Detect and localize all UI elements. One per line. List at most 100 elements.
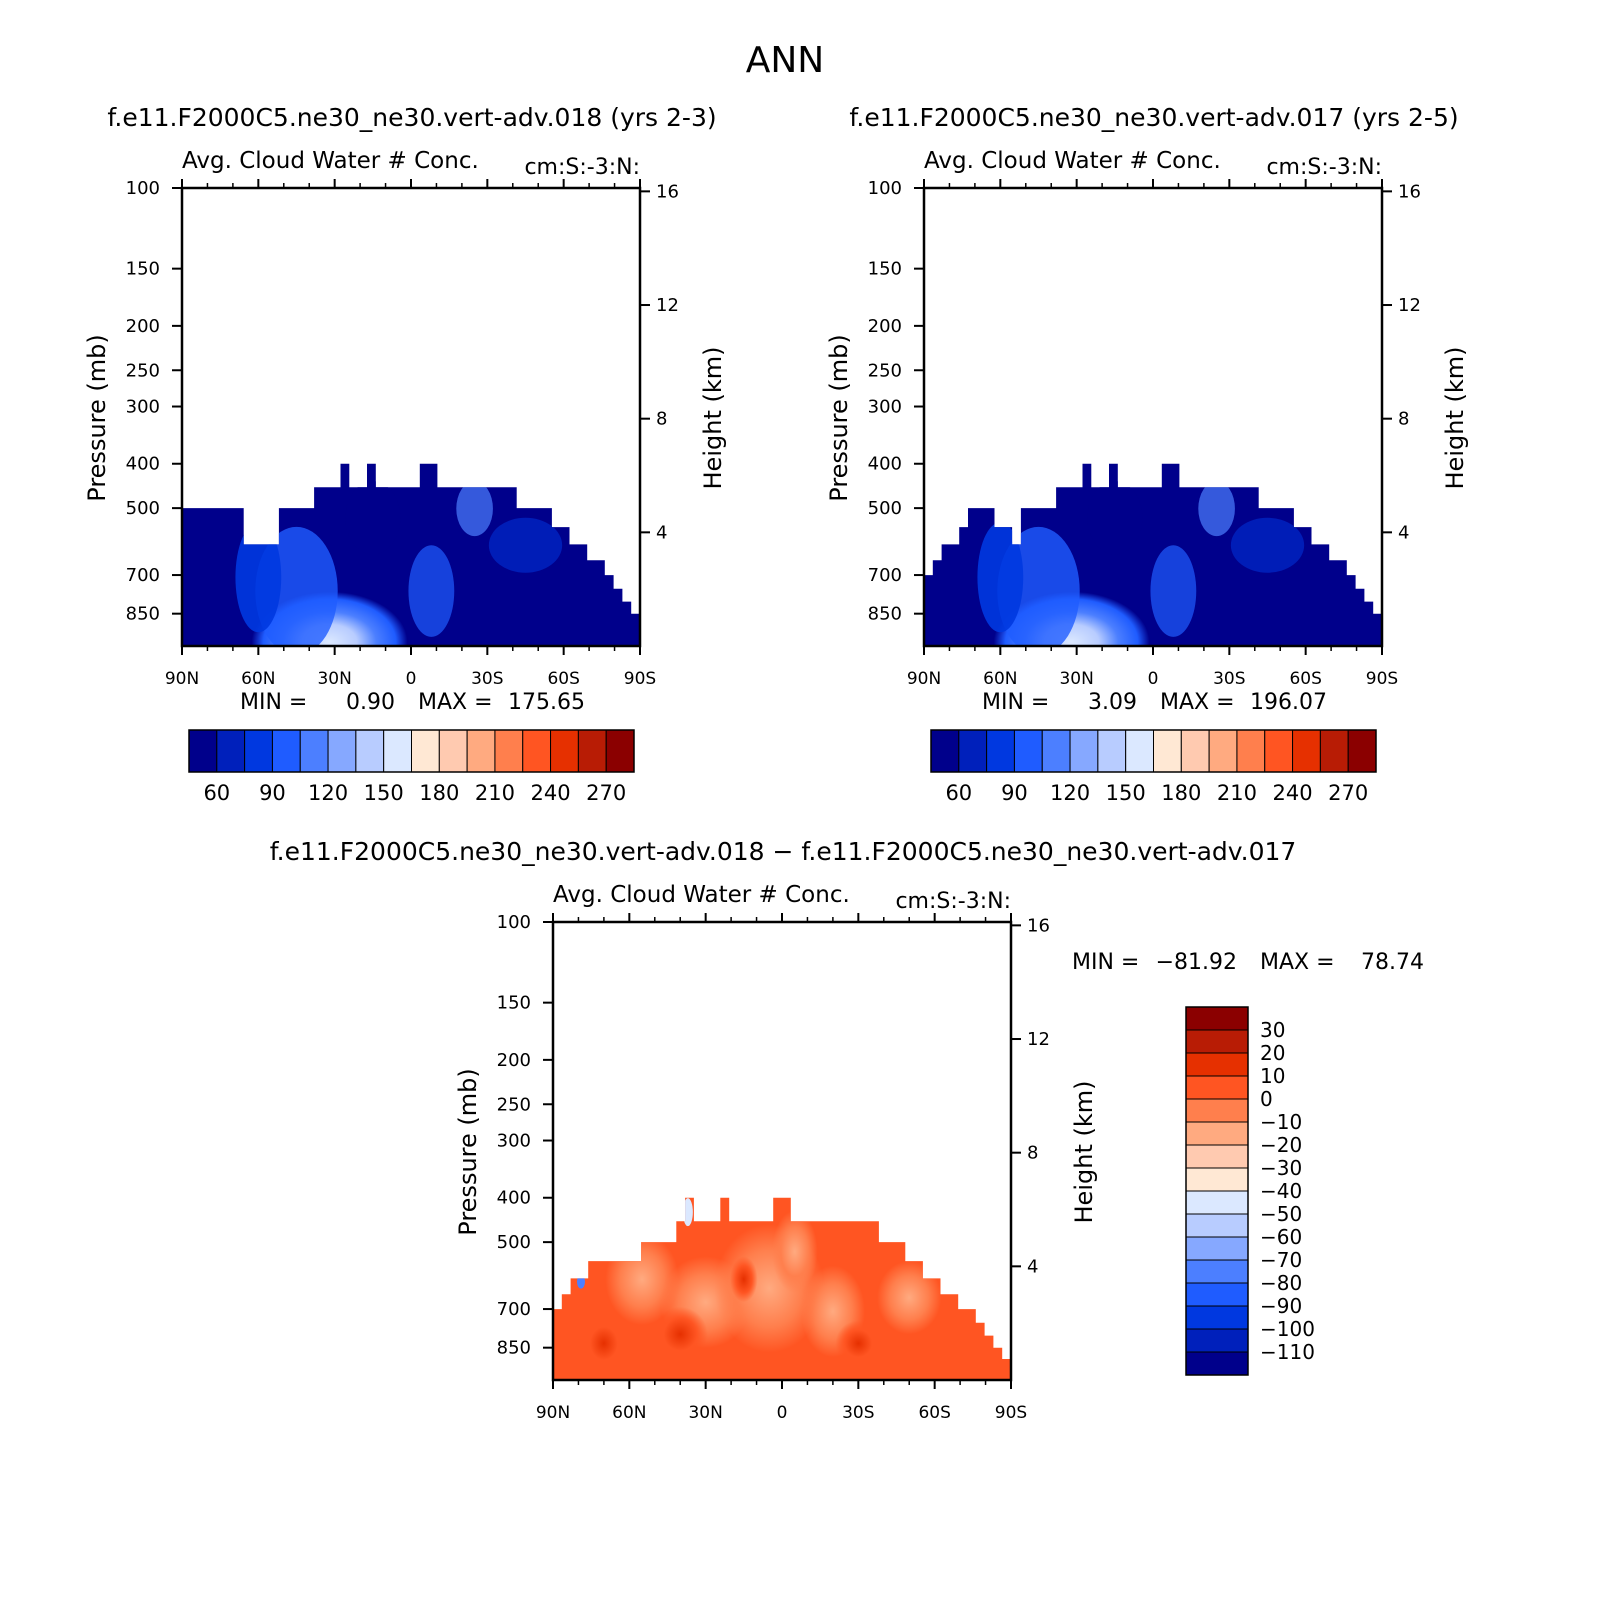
colorbar-label: 270 xyxy=(586,781,626,805)
y-right-tick-label: 4 xyxy=(1027,1256,1038,1277)
colorbar-label: 210 xyxy=(1217,781,1257,805)
colorbar-label: −110 xyxy=(1260,1340,1315,1364)
colorbar-swatch xyxy=(383,729,412,773)
panel-3-case-title: f.e11.F2000C5.ne30_ne30.vert-adv.018 − f… xyxy=(270,837,1297,866)
y-tick-label: 500 xyxy=(868,498,902,519)
colorbar-label: 270 xyxy=(1328,781,1368,805)
y-tick-label: 150 xyxy=(126,259,160,280)
panel-1-colorbar: 60 90 120 150 180 210 240 270 xyxy=(188,729,635,805)
colorbar-label: −10 xyxy=(1260,1110,1302,1134)
panel-1-ylabel: Pressure (mb) xyxy=(83,334,111,501)
panel-2-plot-area: 90N 60N 30N 0 30S 60S 90S 100 150 200 250 300 400 500… xyxy=(868,178,1421,689)
y-tick-label: 700 xyxy=(497,1299,531,1320)
colorbar-swatch xyxy=(1180,729,1210,773)
colorbar-swatch xyxy=(1185,1052,1249,1077)
panel-2-min-label: MIN = xyxy=(982,690,1049,715)
y-tick-label: 300 xyxy=(126,397,160,418)
x-tick-label: 30S xyxy=(471,669,503,689)
colorbar-swatch xyxy=(1185,1305,1249,1330)
y-right-tick-label: 16 xyxy=(656,181,679,202)
colorbar-swatch xyxy=(494,729,524,773)
y-tick-label: 850 xyxy=(868,604,902,625)
y-right-tick-label: 12 xyxy=(1398,295,1421,316)
y-tick-label: 500 xyxy=(497,1232,531,1253)
colorbar-swatch xyxy=(1185,1006,1249,1031)
colorbar-swatch xyxy=(1041,729,1071,773)
x-tick-label: 60S xyxy=(547,669,579,689)
colorbar-label: 180 xyxy=(1161,781,1201,805)
y-right-tick-label: 8 xyxy=(1398,409,1409,430)
panel-1-field-label: Avg. Cloud Water # Conc. xyxy=(182,148,479,174)
x-tick-label: 30S xyxy=(842,1403,874,1423)
colorbar-label: −90 xyxy=(1260,1294,1302,1318)
panel-3: f.e11.F2000C5.ne30_ne30.vert-adv.018 − f… xyxy=(270,837,1424,1423)
y-tick-label: 300 xyxy=(868,397,902,418)
y-tick-label: 250 xyxy=(497,1094,531,1115)
colorbar-swatch xyxy=(1185,1213,1249,1238)
y-tick-label: 300 xyxy=(497,1131,531,1152)
y-tick-label: 850 xyxy=(497,1338,531,1359)
colorbar-swatch xyxy=(299,729,329,773)
colorbar-swatch xyxy=(1185,1144,1249,1169)
panel-2-ylabel-right: Height (km) xyxy=(1441,347,1469,490)
colorbar-swatch xyxy=(1185,1351,1249,1376)
colorbar-swatch xyxy=(1185,1167,1249,1192)
field-anomaly xyxy=(771,1210,818,1293)
panel-1-plot-area: 90N 60N 30N 0 30S 60S 90S 100 150 200 250 300 400 500… xyxy=(126,178,679,689)
panel-3-field-label: Avg. Cloud Water # Conc. xyxy=(553,882,850,908)
colorbar-swatch xyxy=(1236,729,1266,773)
colorbar-label: 90 xyxy=(259,781,286,805)
colorbar-frame xyxy=(930,729,1377,773)
field-anomaly xyxy=(682,1198,693,1227)
colorbar-label: 10 xyxy=(1260,1064,1285,1088)
y-tick-label: 700 xyxy=(126,565,160,586)
colorbar-label: 240 xyxy=(531,781,571,805)
colorbar-swatch xyxy=(244,729,273,773)
colorbar-label: 240 xyxy=(1273,781,1313,805)
y-tick-label: 150 xyxy=(497,993,531,1014)
x-tick-label: 30N xyxy=(1059,669,1093,689)
panel-3-colorbar: −110−100−90−80−70−60−50−40−30−20−1001020… xyxy=(1185,1006,1315,1376)
colorbar-swatch xyxy=(1185,1259,1249,1284)
panel-2: f.e11.F2000C5.ne30_ne30.vert-adv.017 (yr… xyxy=(825,103,1469,805)
colorbar-swatch xyxy=(1347,729,1377,773)
colorbar-swatch xyxy=(1185,1328,1249,1353)
colorbar-frame xyxy=(1185,1006,1249,1376)
panel-3-units-label: cm:S:-3:N: xyxy=(895,889,1011,914)
panel-2-max-label: MAX = xyxy=(1160,690,1235,715)
y-tick-label: 100 xyxy=(868,178,902,199)
panel-2-contour-field xyxy=(924,463,1382,646)
panel-2-units-label: cm:S:-3:N: xyxy=(1266,155,1382,180)
y-tick-label: 150 xyxy=(868,259,902,280)
field-plume xyxy=(345,481,401,555)
colorbar-label: 20 xyxy=(1260,1041,1285,1065)
colorbar-label: 120 xyxy=(1050,781,1090,805)
field-anomaly xyxy=(652,1306,708,1362)
colorbar-swatch xyxy=(1097,729,1127,773)
colorbar-swatch xyxy=(1185,1029,1249,1054)
y-tick-label: 200 xyxy=(497,1050,531,1071)
colorbar-label: 30 xyxy=(1260,1018,1285,1042)
colorbar-label: −20 xyxy=(1260,1133,1302,1157)
colorbar-label: −80 xyxy=(1260,1271,1302,1295)
panel-3-max-label: MAX = xyxy=(1260,950,1335,975)
field-plume xyxy=(977,522,1024,633)
x-tick-label: 30N xyxy=(688,1403,722,1423)
panel-2-colorbar: 60 90 120 150 180 210 240 270 xyxy=(930,729,1377,805)
colorbar-swatch xyxy=(1319,729,1349,773)
x-tick-label: 30S xyxy=(1213,669,1245,689)
colorbar-label: 0 xyxy=(1260,1087,1273,1111)
panel-2-case-title: f.e11.F2000C5.ne30_ne30.vert-adv.017 (yr… xyxy=(849,103,1458,132)
y-tick-label: 400 xyxy=(126,454,160,475)
x-tick-label: 0 xyxy=(777,1403,788,1423)
colorbar-swatch xyxy=(577,729,607,773)
colorbar-label: 180 xyxy=(419,781,459,805)
y-right-tick-label: 16 xyxy=(1027,915,1050,936)
colorbar-swatch xyxy=(550,729,579,773)
panel-1-units-label: cm:S:-3:N: xyxy=(524,155,640,180)
colorbar-swatch xyxy=(327,729,357,773)
colorbar-swatch xyxy=(1185,1075,1249,1100)
panel-1-min-value: 0.90 xyxy=(346,690,395,715)
y-right-tick-label: 4 xyxy=(656,522,667,543)
